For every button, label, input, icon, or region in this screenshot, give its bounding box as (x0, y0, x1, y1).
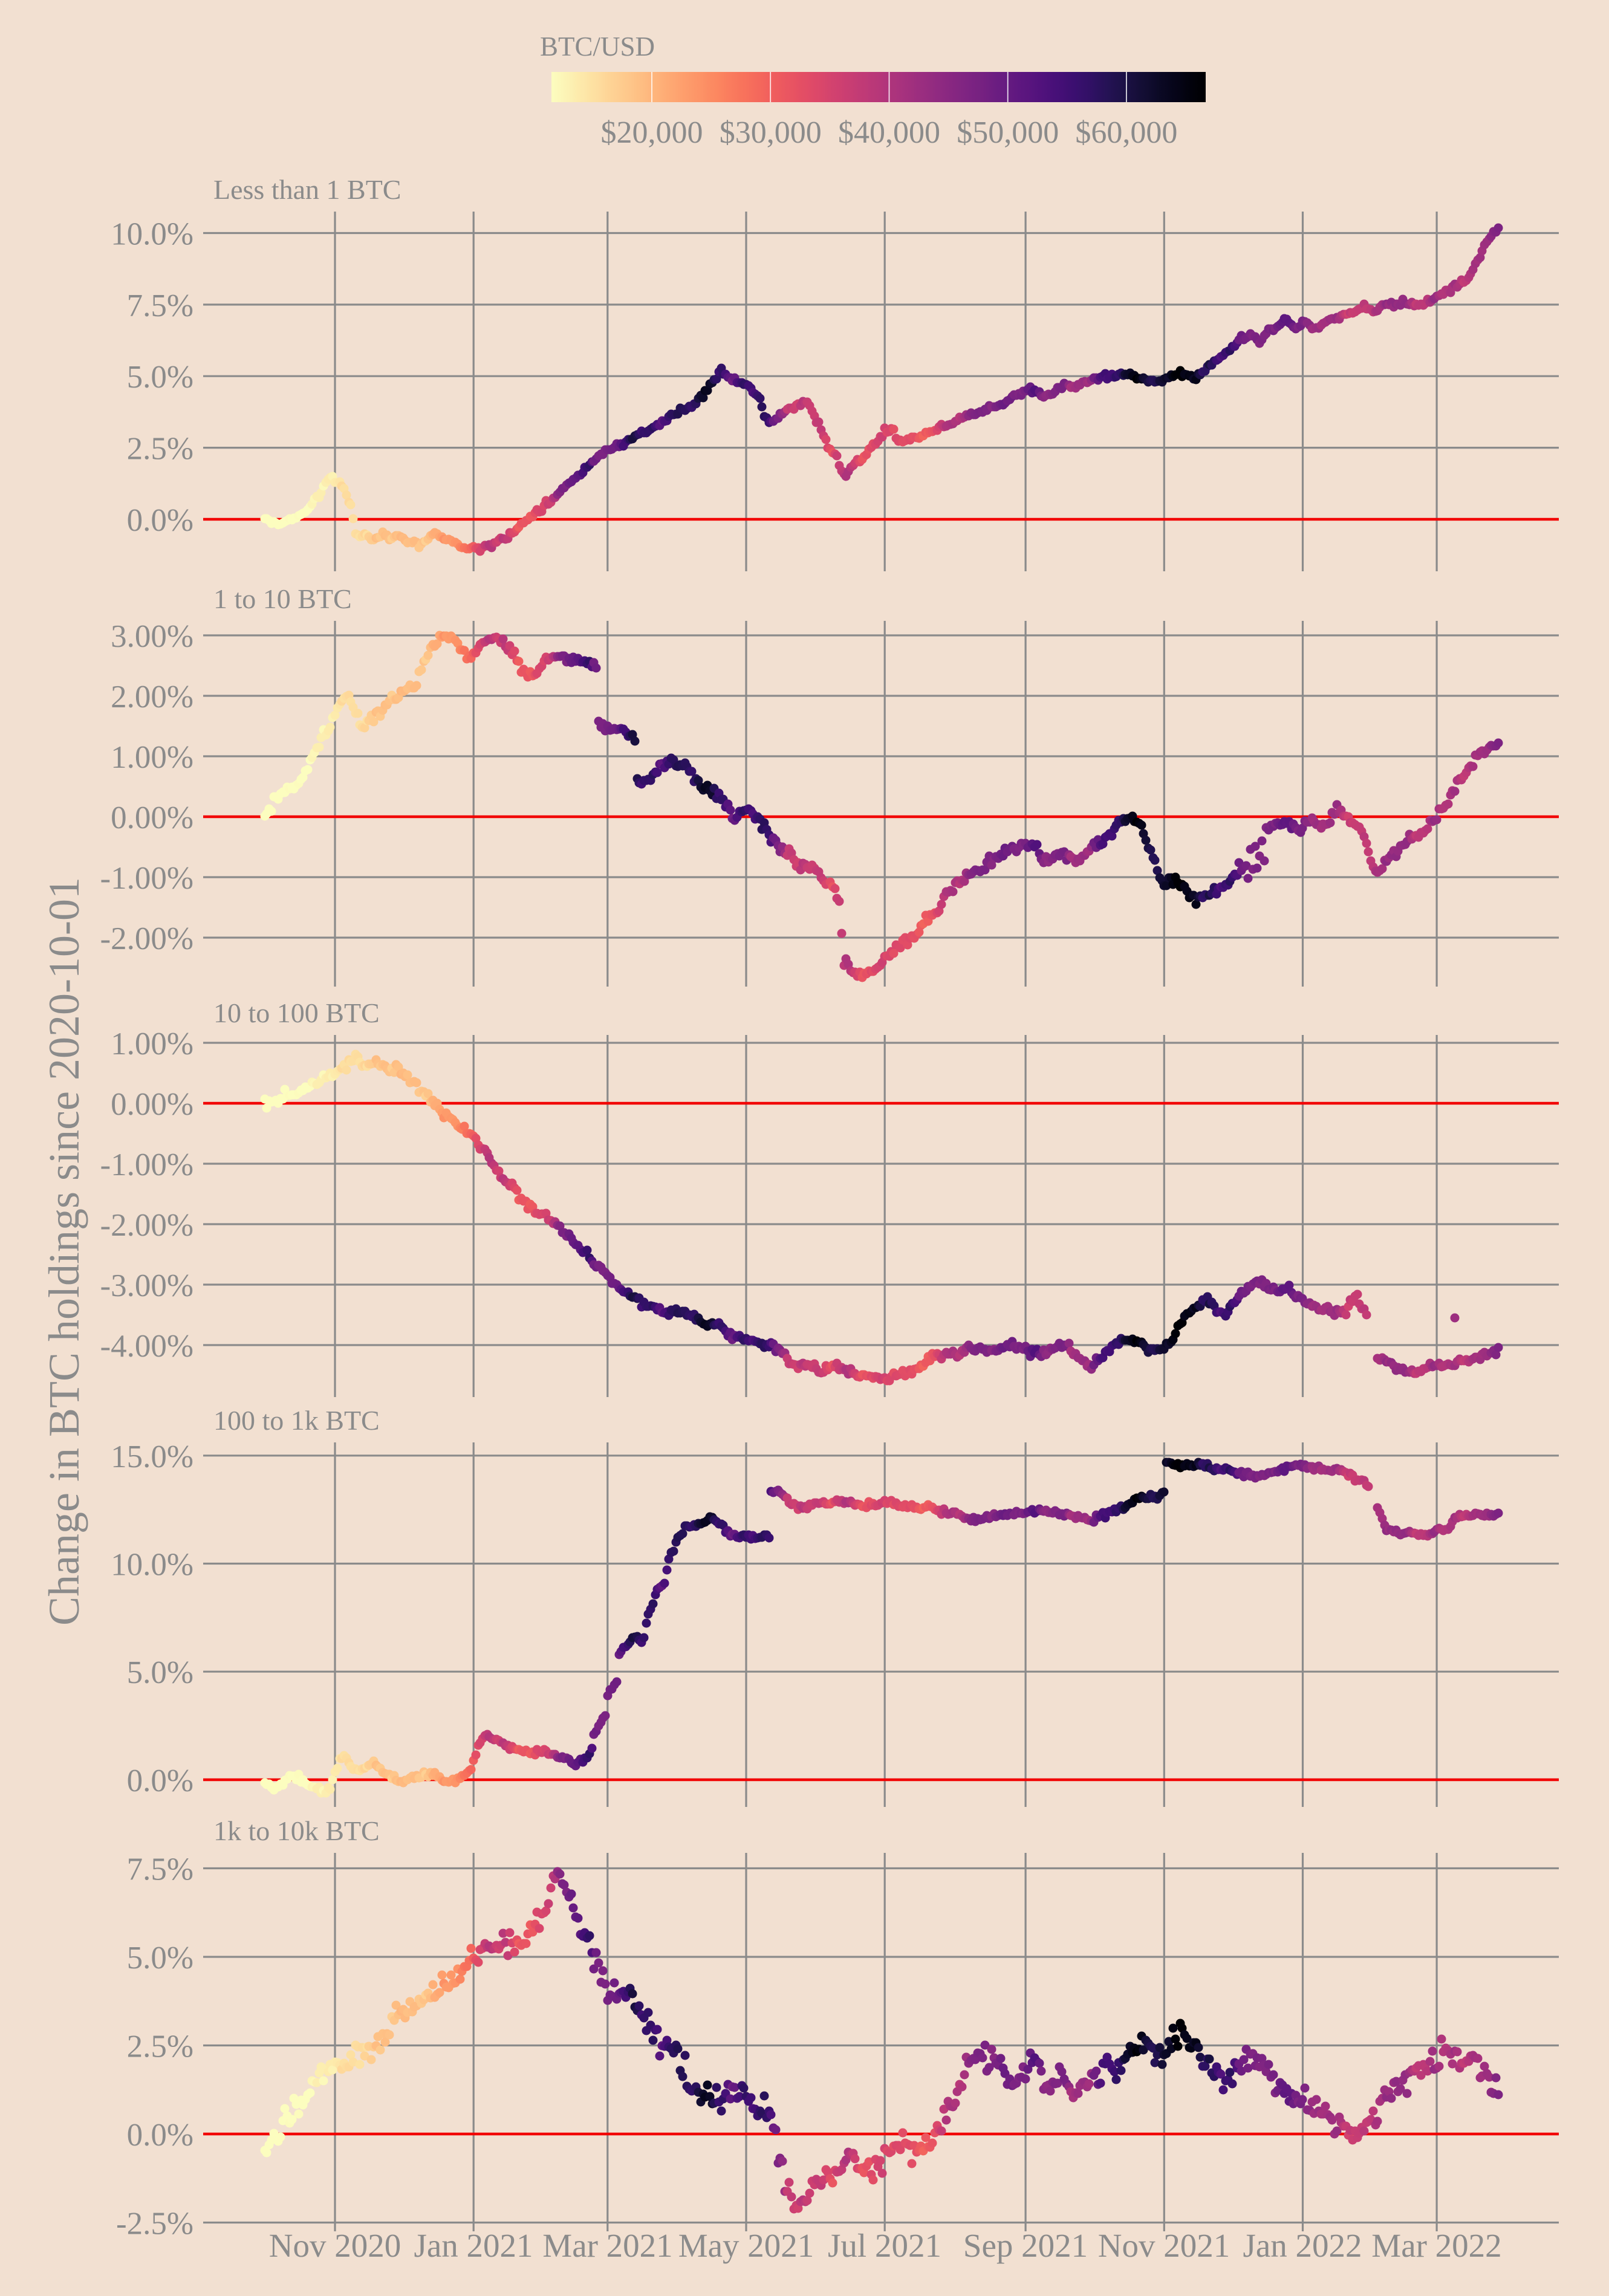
svg-text:10 to 100 BTC: 10 to 100 BTC (213, 997, 380, 1028)
svg-text:$20,000: $20,000 (601, 115, 703, 150)
svg-text:Less than 1 BTC: Less than 1 BTC (213, 174, 401, 205)
svg-text:2.5%: 2.5% (127, 2029, 193, 2064)
svg-text:$40,000: $40,000 (838, 115, 940, 150)
svg-text:-2.00%: -2.00% (100, 1208, 193, 1243)
svg-text:-4.00%: -4.00% (100, 1329, 193, 1364)
svg-text:$60,000: $60,000 (1075, 115, 1177, 150)
svg-text:Sep 2021: Sep 2021 (963, 2227, 1088, 2264)
svg-text:10.0%: 10.0% (111, 1548, 193, 1583)
svg-text:0.0%: 0.0% (127, 2118, 193, 2153)
svg-text:-1.00%: -1.00% (100, 861, 193, 896)
svg-text:7.5%: 7.5% (127, 1852, 193, 1887)
svg-text:1.00%: 1.00% (111, 1026, 193, 1062)
svg-text:0.00%: 0.00% (111, 1087, 193, 1122)
svg-text:0.0%: 0.0% (127, 503, 193, 538)
svg-text:Jul 2021: Jul 2021 (828, 2227, 941, 2264)
svg-text:100 to 1k BTC: 100 to 1k BTC (213, 1405, 380, 1436)
svg-text:5.0%: 5.0% (127, 360, 193, 395)
svg-text:0.0%: 0.0% (127, 1763, 193, 1798)
svg-text:5.0%: 5.0% (127, 1941, 193, 1976)
svg-text:$50,000: $50,000 (957, 115, 1059, 150)
svg-text:2.5%: 2.5% (127, 432, 193, 467)
svg-text:2.00%: 2.00% (111, 679, 193, 715)
svg-text:Jan 2022: Jan 2022 (1243, 2227, 1362, 2264)
svg-text:-1.00%: -1.00% (100, 1147, 193, 1182)
svg-text:3.00%: 3.00% (111, 619, 193, 654)
svg-text:-3.00%: -3.00% (100, 1268, 193, 1303)
svg-text:Nov 2021: Nov 2021 (1098, 2227, 1230, 2264)
svg-text:5.0%: 5.0% (127, 1655, 193, 1690)
svg-text:1.00%: 1.00% (111, 740, 193, 775)
svg-text:1 to 10 BTC: 1 to 10 BTC (213, 583, 352, 614)
svg-text:-2.5%: -2.5% (116, 2207, 193, 2242)
svg-text:Mar 2022: Mar 2022 (1371, 2227, 1501, 2264)
svg-text:Nov 2020: Nov 2020 (269, 2227, 401, 2264)
svg-text:-2.00%: -2.00% (100, 921, 193, 956)
svg-text:Mar 2021: Mar 2021 (542, 2227, 672, 2264)
svg-text:$30,000: $30,000 (720, 115, 822, 150)
svg-text:Jan 2021: Jan 2021 (414, 2227, 533, 2264)
svg-text:May 2021: May 2021 (678, 2227, 814, 2264)
svg-text:7.5%: 7.5% (127, 288, 193, 323)
svg-text:15.0%: 15.0% (111, 1439, 193, 1474)
svg-text:10.0%: 10.0% (111, 217, 193, 252)
svg-text:BTC/USD: BTC/USD (540, 31, 655, 62)
svg-text:1k to 10k BTC: 1k to 10k BTC (213, 1815, 380, 1846)
svg-text:0.00%: 0.00% (111, 800, 193, 835)
svg-text:Change in BTC holdings since 2: Change in BTC holdings since 2020-10-01 (40, 877, 88, 1626)
